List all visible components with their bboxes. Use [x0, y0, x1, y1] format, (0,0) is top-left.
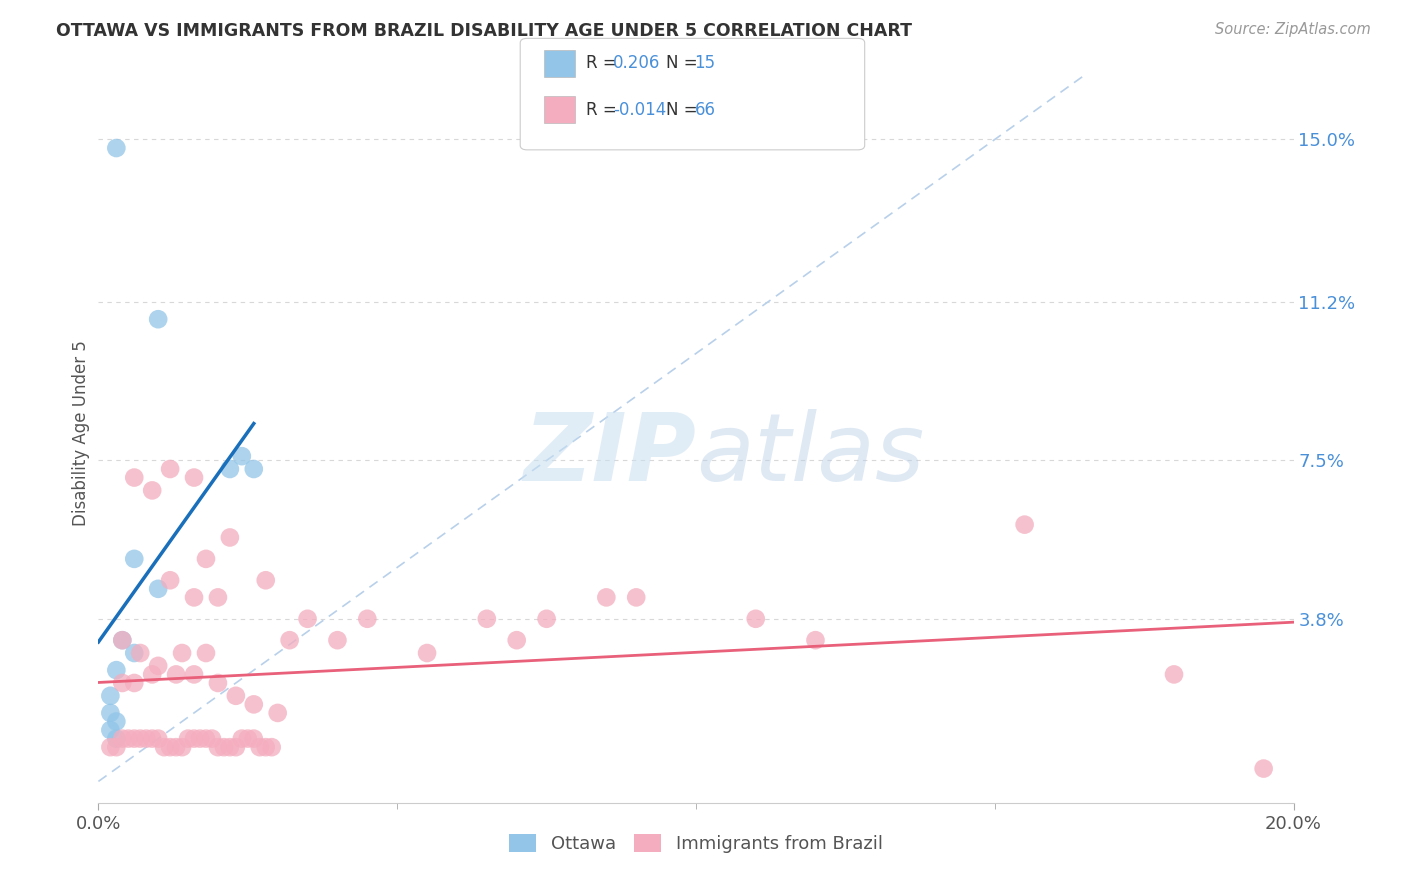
Text: -0.014: -0.014 — [613, 101, 666, 119]
Legend: Ottawa, Immigrants from Brazil: Ottawa, Immigrants from Brazil — [502, 827, 890, 861]
Point — [326, 633, 349, 648]
Point — [159, 740, 181, 755]
Point — [219, 740, 242, 755]
Point — [506, 633, 529, 648]
Point — [475, 612, 498, 626]
Text: OTTAWA VS IMMIGRANTS FROM BRAZIL DISABILITY AGE UNDER 5 CORRELATION CHART: OTTAWA VS IMMIGRANTS FROM BRAZIL DISABIL… — [56, 22, 912, 40]
Text: ZIP: ZIP — [523, 409, 696, 500]
Point — [159, 462, 181, 476]
Point — [1163, 667, 1185, 681]
Text: Source: ZipAtlas.com: Source: ZipAtlas.com — [1215, 22, 1371, 37]
Point — [124, 731, 146, 746]
Point — [183, 470, 205, 484]
Point — [243, 698, 266, 712]
Point — [141, 483, 163, 498]
Point — [225, 689, 247, 703]
Point — [297, 612, 319, 626]
Point — [188, 731, 211, 746]
Point — [105, 663, 128, 677]
Point — [117, 731, 139, 746]
Point — [111, 633, 134, 648]
Point — [165, 667, 187, 681]
Point — [172, 646, 194, 660]
Y-axis label: Disability Age Under 5: Disability Age Under 5 — [72, 340, 90, 525]
Point — [148, 582, 170, 596]
Point — [626, 591, 648, 605]
Text: N =: N = — [666, 54, 703, 72]
Point — [135, 731, 157, 746]
Point — [111, 731, 134, 746]
Point — [124, 552, 146, 566]
Point — [148, 312, 170, 326]
Point — [98, 706, 122, 720]
Point — [105, 740, 128, 755]
Point — [212, 740, 235, 755]
Point — [236, 731, 259, 746]
Point — [207, 591, 229, 605]
Point — [148, 731, 170, 746]
Point — [98, 689, 122, 703]
Point — [124, 470, 146, 484]
Point — [98, 723, 122, 737]
Point — [183, 591, 205, 605]
Point — [207, 676, 229, 690]
Point — [129, 731, 152, 746]
Point — [159, 574, 181, 588]
Point — [111, 633, 134, 648]
Point — [141, 731, 163, 746]
Point — [105, 141, 128, 155]
Text: R =: R = — [586, 101, 623, 119]
Point — [129, 646, 152, 660]
Point — [804, 633, 827, 648]
Point — [416, 646, 439, 660]
Point — [243, 731, 266, 746]
Point — [356, 612, 378, 626]
Point — [111, 676, 134, 690]
Point — [172, 740, 194, 755]
Point — [201, 731, 224, 746]
Point — [1253, 762, 1275, 776]
Point — [267, 706, 290, 720]
Point — [183, 667, 205, 681]
Text: atlas: atlas — [696, 409, 924, 500]
Point — [595, 591, 617, 605]
Point — [98, 740, 122, 755]
Point — [195, 731, 218, 746]
Point — [195, 552, 218, 566]
Text: 0.206: 0.206 — [613, 54, 661, 72]
Point — [207, 740, 229, 755]
Point — [165, 740, 187, 755]
Point — [745, 612, 768, 626]
Point — [260, 740, 283, 755]
Text: 66: 66 — [695, 101, 716, 119]
Point — [177, 731, 200, 746]
Point — [219, 531, 242, 545]
Point — [153, 740, 176, 755]
Point — [219, 462, 242, 476]
Text: N =: N = — [666, 101, 703, 119]
Point — [124, 676, 146, 690]
Point — [124, 646, 146, 660]
Point — [1014, 517, 1036, 532]
Text: 15: 15 — [695, 54, 716, 72]
Point — [183, 731, 205, 746]
Point — [105, 714, 128, 729]
Point — [195, 646, 218, 660]
Point — [231, 731, 253, 746]
Point — [249, 740, 271, 755]
Point — [105, 731, 128, 746]
Point — [148, 658, 170, 673]
Text: R =: R = — [586, 54, 623, 72]
Point — [536, 612, 558, 626]
Point — [141, 667, 163, 681]
Point — [225, 740, 247, 755]
Point — [231, 449, 253, 463]
Point — [278, 633, 301, 648]
Point — [254, 740, 277, 755]
Point — [243, 462, 266, 476]
Point — [254, 574, 277, 588]
